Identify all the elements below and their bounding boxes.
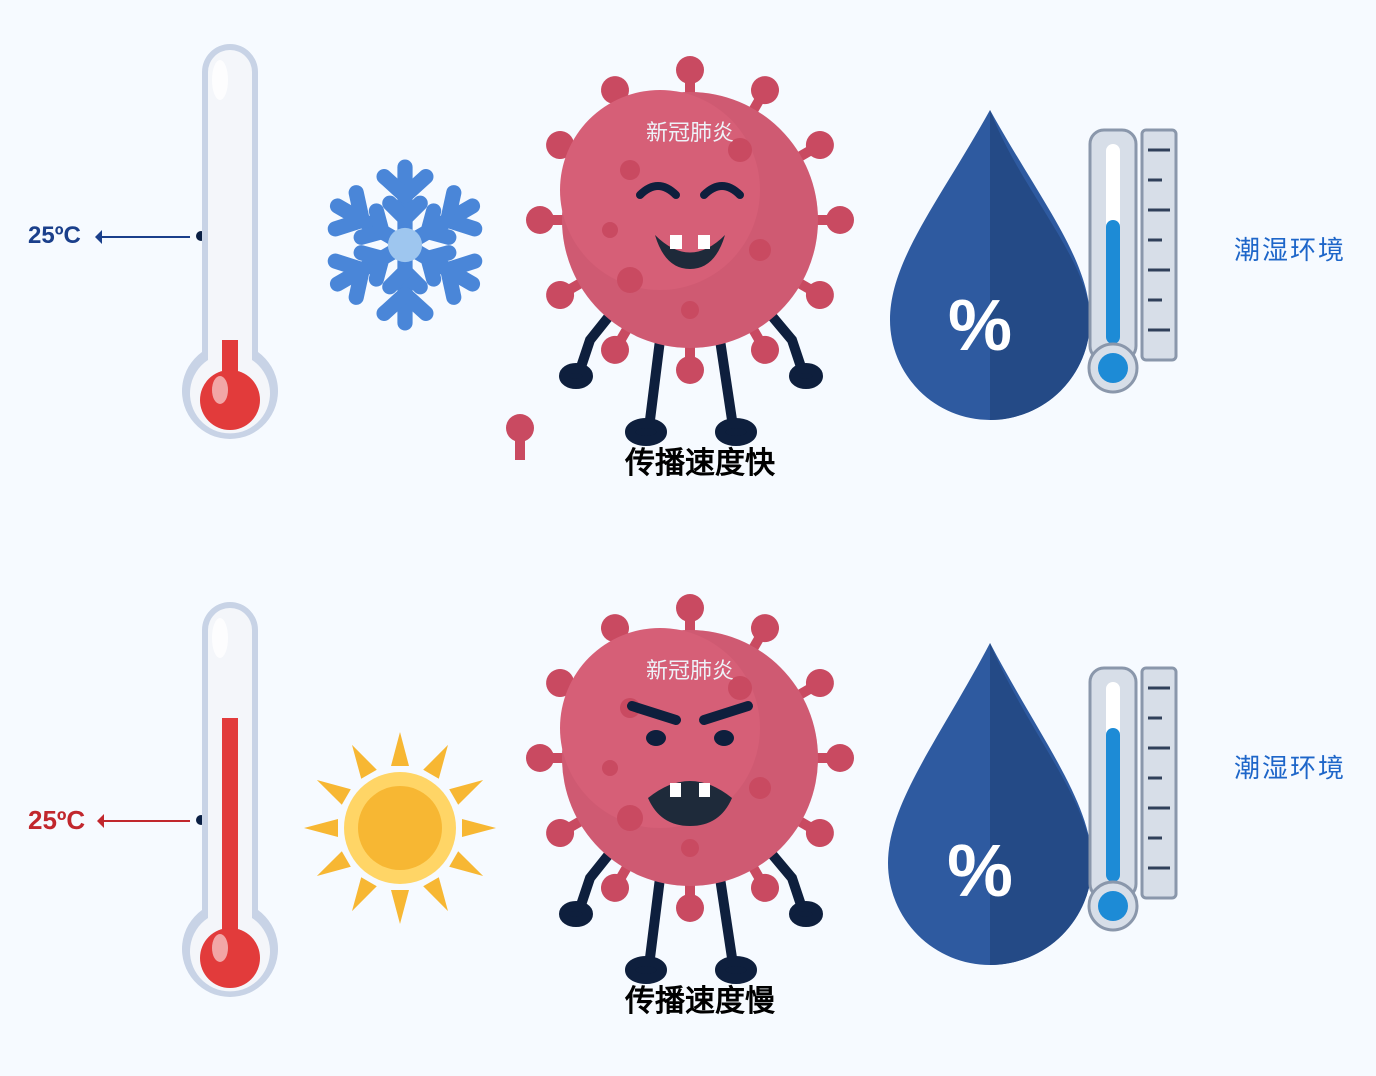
percent-symbol: % xyxy=(947,829,1013,912)
virus-character-cold: 新冠肺炎 xyxy=(520,40,860,460)
percent-symbol: % xyxy=(948,286,1012,366)
caption-cold: 传播速度快 xyxy=(560,438,840,482)
virus-character-hot: 新冠肺炎 xyxy=(520,578,860,998)
thermometer-icon xyxy=(190,40,270,470)
temp-arrow-hot xyxy=(102,820,190,822)
temp-label-hot: 25ºC xyxy=(28,805,85,836)
sun-icon xyxy=(300,728,500,928)
temp-arrow-cold xyxy=(100,236,190,238)
scene-cold: 25ºC .scene.top .arrow::before{border-ri… xyxy=(0,0,1376,538)
virus-label-cold: 新冠肺炎 xyxy=(646,120,734,145)
side-label-cold: 潮湿环境 xyxy=(1234,230,1346,267)
scene-hot: 25ºC .scene.bottom .arrow::before{border… xyxy=(0,538,1376,1076)
virus-label-hot: 新冠肺炎 xyxy=(646,658,734,683)
humidity-icon-hot: % xyxy=(880,628,1190,968)
snowflake-icon xyxy=(310,150,500,340)
caption-hot: 传播速度慢 xyxy=(560,976,840,1020)
temp-label-cold: 25ºC xyxy=(28,222,81,250)
side-label-hot: 潮湿环境 xyxy=(1234,748,1346,785)
humidity-icon-cold: % xyxy=(880,90,1190,420)
thermometer-icon xyxy=(190,598,270,1028)
